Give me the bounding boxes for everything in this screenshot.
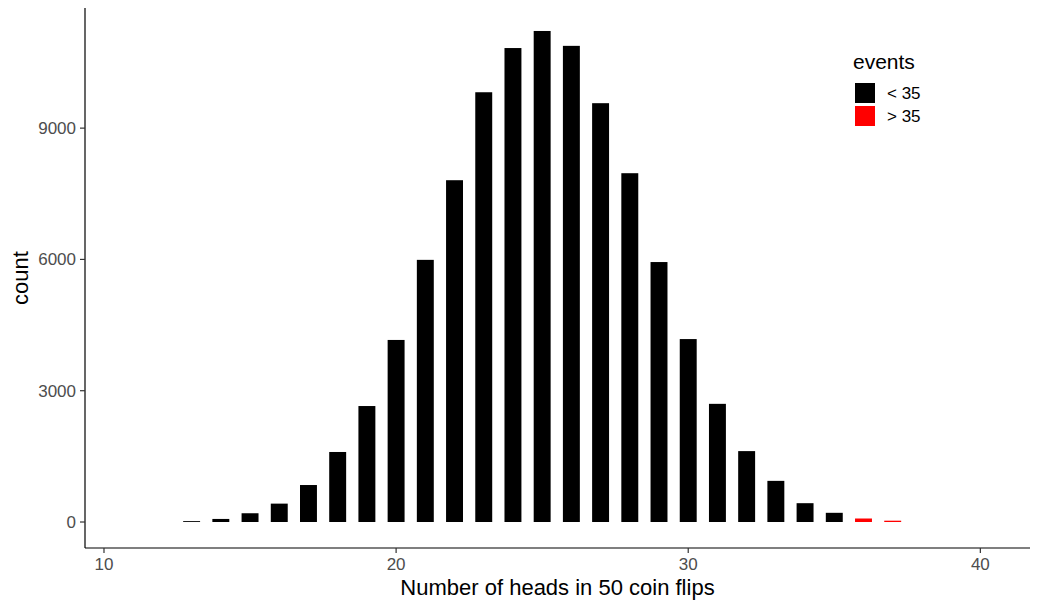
- bar: [417, 260, 434, 522]
- bar: [563, 46, 580, 522]
- y-axis-line: [84, 8, 85, 548]
- chart: 0 3000 6000 9000 10 20 30 40 Number of heads in …: [0, 0, 1039, 607]
- bar: [767, 481, 784, 522]
- x-tick: [396, 548, 397, 553]
- bar: [680, 339, 697, 522]
- x-tick-label: 30: [679, 555, 698, 574]
- bar: [884, 521, 901, 522]
- x-tick: [688, 548, 689, 553]
- y-tick: [80, 128, 85, 129]
- bar: [358, 406, 375, 522]
- bar: [388, 340, 405, 522]
- y-tick-label: 0: [67, 513, 76, 532]
- y-tick-label: 9000: [38, 119, 76, 138]
- bar: [592, 103, 609, 522]
- bar: [709, 404, 726, 522]
- x-tick: [103, 548, 104, 553]
- bar: [271, 504, 288, 522]
- x-tick-label: 10: [95, 555, 114, 574]
- legend-key: [855, 83, 875, 103]
- y-tick: [80, 390, 85, 391]
- legend-label: > 35: [887, 107, 921, 126]
- x-tick-label: 20: [387, 555, 406, 574]
- bar: [212, 519, 229, 522]
- y-tick-label: 3000: [38, 382, 76, 401]
- bars: [183, 31, 901, 522]
- y-axis-title: count: [8, 251, 33, 305]
- bar: [475, 92, 492, 522]
- bar: [651, 262, 668, 522]
- x-axis-line: [85, 547, 1030, 548]
- bar: [300, 485, 317, 522]
- bar: [446, 180, 463, 522]
- bar: [797, 503, 814, 522]
- bar: [855, 519, 872, 523]
- bar: [621, 173, 638, 522]
- bar: [534, 31, 551, 522]
- bar: [183, 521, 200, 523]
- bar: [242, 513, 259, 522]
- legend-label: < 35: [887, 84, 921, 103]
- x-tick-label: 40: [971, 555, 990, 574]
- bar: [826, 513, 843, 522]
- y-tick: [80, 521, 85, 522]
- y-tick: [80, 259, 85, 260]
- bar: [329, 452, 346, 522]
- bar: [504, 48, 521, 522]
- legend-title: events: [853, 50, 915, 73]
- bar: [738, 451, 755, 522]
- x-tick: [980, 548, 981, 553]
- y-tick-label: 6000: [38, 250, 76, 269]
- legend-key: [855, 106, 875, 126]
- x-axis-title: Number of heads in 50 coin flips: [400, 575, 714, 600]
- legend: events < 35 > 35: [853, 50, 921, 126]
